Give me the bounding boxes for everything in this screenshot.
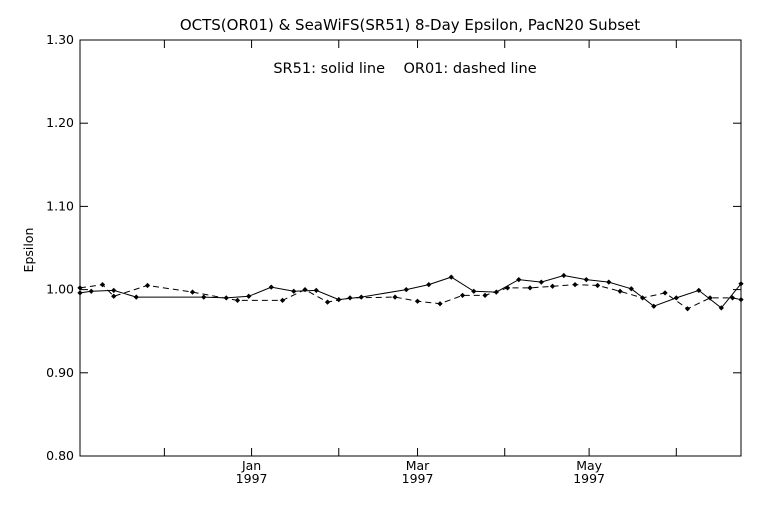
data-point-or01 [324,299,331,305]
data-point-sr51 [583,276,589,283]
data-point-or01 [572,281,578,288]
data-point-sr51 [268,284,274,290]
data-point-sr51 [201,294,207,300]
data-point-sr51 [291,288,297,294]
data-point-sr51 [448,274,454,280]
x-tick-label-month: Mar [406,458,430,473]
data-point-or01 [738,296,744,303]
data-point-sr51 [471,288,477,294]
data-point-or01 [617,288,623,294]
data-point-or01 [662,290,668,296]
data-point-or01 [111,293,117,299]
data-point-or01 [504,285,511,291]
data-point-or01 [279,297,286,304]
data-point-or01 [347,295,353,301]
series-style-note: SR51: solid line OR01: dashed line [273,61,536,77]
data-point-or01 [414,298,421,304]
plot-frame [79,39,742,457]
x-tick-label-year: 1997 [573,471,605,486]
data-point-sr51 [426,281,432,288]
data-point-sr51 [738,281,744,287]
x-tick-label-month: Jan [241,458,261,473]
series-sr51 [77,272,744,311]
data-point-sr51 [561,272,567,279]
data-point-or01 [549,283,556,289]
data-point-sr51 [651,303,657,309]
data-point-or01 [234,297,241,304]
data-point-sr51 [77,290,83,296]
data-point-sr51 [628,286,634,292]
data-point-or01 [594,282,601,289]
x-tick-label-year: 1997 [402,471,434,486]
series-layer [77,272,744,312]
data-point-or01 [144,282,151,289]
y-tick-label: 0.80 [46,448,74,463]
data-point-sr51 [516,276,522,283]
x-tick-label-year: 1997 [236,471,268,486]
data-point-sr51 [403,286,409,293]
data-point-sr51 [606,279,612,285]
data-point-or01 [77,285,83,291]
y-axis-ticks: 0.80 0.90 1.00 1.10 1.20 1.30 [46,32,741,463]
data-point-sr51 [88,288,94,294]
series-line-sr51 [79,274,742,309]
data-point-or01 [189,289,196,295]
data-point-sr51 [133,294,139,300]
y-tick-label: 1.30 [46,32,74,47]
y-tick-label: 1.10 [46,198,74,213]
data-point-or01 [639,295,646,301]
y-axis-label: Epsilon [21,228,36,273]
data-point-or01 [482,292,488,299]
y-tick-label: 1.20 [46,115,74,130]
data-point-or01 [459,292,466,299]
series-line-or01 [79,284,742,310]
data-point-or01 [302,286,308,293]
y-tick-label: 0.90 [46,365,74,380]
data-point-sr51 [111,287,117,294]
data-point-sr51 [718,305,724,311]
data-point-or01 [437,301,443,307]
data-point-sr51 [358,294,364,300]
chart-title: OCTS(OR01) & SeaWiFS(SR51) 8-Day Epsilon… [180,16,640,34]
data-point-sr51 [673,295,679,301]
plot-border [79,39,742,457]
x-tick-label-month: May [576,458,602,473]
y-tick-label: 1.00 [46,282,74,297]
data-point-or01 [707,295,713,301]
data-point-sr51 [696,287,702,294]
series-or01 [77,281,744,312]
data-point-or01 [99,281,106,288]
data-point-or01 [392,294,398,300]
data-point-sr51 [246,293,252,299]
data-point-sr51 [538,279,544,285]
data-point-or01 [684,306,691,312]
data-point-sr51 [313,287,319,294]
data-point-or01 [729,295,736,301]
data-point-or01 [527,285,533,291]
